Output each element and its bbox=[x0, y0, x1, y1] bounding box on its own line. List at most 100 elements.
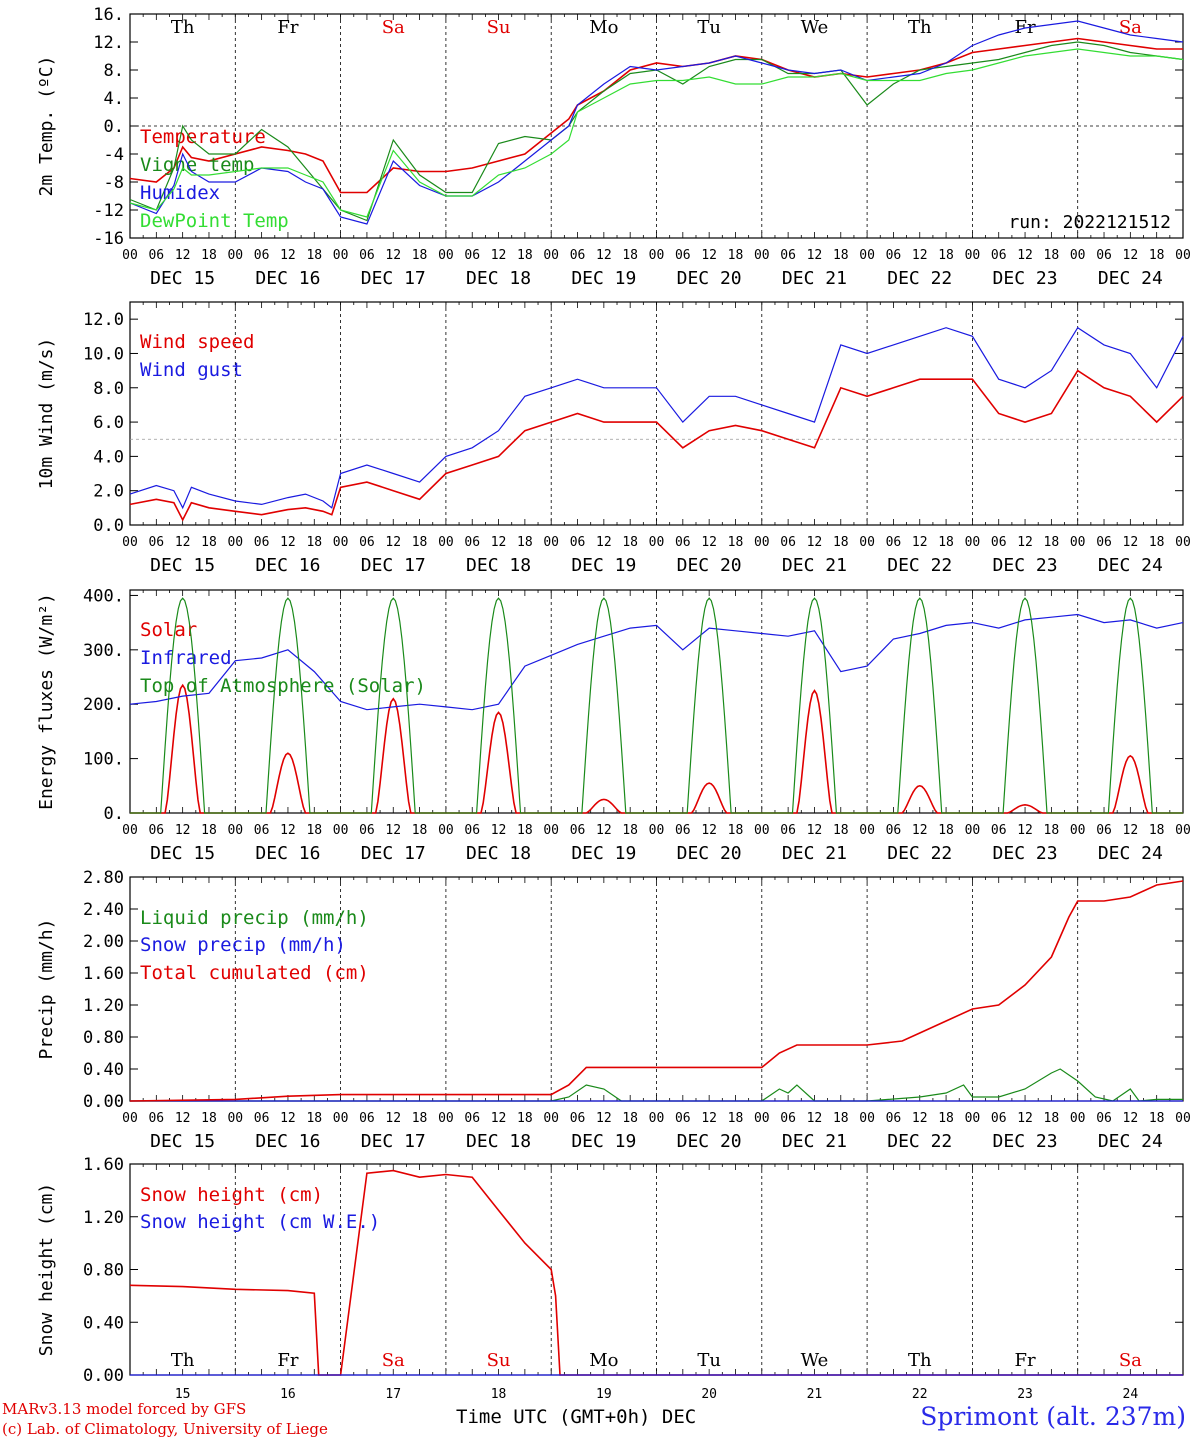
y-axis-label: 10m Wind (m/s) bbox=[36, 338, 57, 490]
date-label: DEC 24 bbox=[1098, 555, 1163, 576]
hour-tick-label: 00 bbox=[965, 1111, 981, 1126]
y-tick-label: 10.0 bbox=[83, 344, 124, 364]
hour-tick-label: 00 bbox=[227, 823, 243, 838]
hour-tick-label: 18 bbox=[201, 248, 217, 263]
date-label: DEC 17 bbox=[361, 268, 426, 289]
hour-tick-label: 18 bbox=[1044, 823, 1060, 838]
hour-tick-label: 12 bbox=[807, 535, 823, 550]
hour-tick-label: 00 bbox=[754, 1111, 770, 1126]
hour-tick-label: 06 bbox=[675, 823, 691, 838]
hour-tick-label: 06 bbox=[1096, 823, 1112, 838]
hour-tick-label: 18 bbox=[1149, 1111, 1165, 1126]
hour-tick-label: 00 bbox=[333, 1111, 349, 1126]
hour-tick-label: 00 bbox=[1175, 1111, 1191, 1126]
hour-tick-label: 00 bbox=[438, 1111, 454, 1126]
hour-tick-label: 00 bbox=[438, 535, 454, 550]
y-tick-label: 0.80 bbox=[83, 1028, 124, 1048]
hour-tick-label: 00 bbox=[754, 248, 770, 263]
weekday-label: Th bbox=[171, 17, 195, 38]
hour-tick-label: 00 bbox=[859, 1111, 875, 1126]
weekday-label: Th bbox=[908, 17, 932, 38]
legend-entry: Wind speed bbox=[140, 331, 254, 353]
hour-tick-label: 00 bbox=[543, 1111, 559, 1126]
date-label: DEC 20 bbox=[677, 1131, 742, 1152]
hour-tick-label: 00 bbox=[333, 823, 349, 838]
legend-entry: Top of Atmosphere (Solar) bbox=[140, 675, 426, 697]
hour-tick-label: 06 bbox=[780, 248, 796, 263]
y-tick-label: 100. bbox=[83, 750, 124, 770]
hour-tick-label: 06 bbox=[570, 1111, 586, 1126]
legend-entry: Wind gust bbox=[140, 359, 243, 381]
hour-tick-label: 06 bbox=[886, 535, 902, 550]
hour-tick-label: 18 bbox=[517, 535, 533, 550]
series-line-temperature-0 bbox=[129, 37, 1183, 194]
y-tick-label: 1.60 bbox=[83, 964, 124, 984]
y-tick-label: -16 bbox=[93, 229, 124, 249]
hour-tick-label: 00 bbox=[438, 248, 454, 263]
hour-tick-label: 12 bbox=[280, 248, 296, 263]
y-axis-label: 2m Temp. (ºC) bbox=[36, 56, 57, 197]
weekday-label: Sa bbox=[382, 17, 405, 38]
date-label: DEC 18 bbox=[466, 555, 531, 576]
y-tick-label: 400. bbox=[83, 586, 124, 606]
hour-tick-label: 12 bbox=[701, 535, 717, 550]
hour-tick-label: 06 bbox=[254, 535, 270, 550]
y-tick-label: 2.80 bbox=[83, 868, 124, 888]
date-label: DEC 19 bbox=[571, 268, 636, 289]
hour-tick-label: 12 bbox=[280, 823, 296, 838]
legend-entry: Total cumulated (cm) bbox=[140, 962, 369, 984]
hour-tick-label: 12 bbox=[912, 535, 928, 550]
run-annotation: run: 2022121512 bbox=[1008, 212, 1171, 233]
hour-tick-label: 00 bbox=[122, 1111, 138, 1126]
hour-tick-label: 00 bbox=[965, 823, 981, 838]
legend-entry: DewPoint Temp bbox=[140, 210, 289, 232]
y-tick-label: 0.40 bbox=[83, 1060, 124, 1080]
hour-tick-label: 18 bbox=[306, 248, 322, 263]
hour-tick-label: 18 bbox=[938, 1111, 954, 1126]
weekday-label: Mo bbox=[589, 1350, 618, 1371]
hour-tick-label: 00 bbox=[1175, 535, 1191, 550]
hour-tick-label: 06 bbox=[1096, 1111, 1112, 1126]
date-label: DEC 24 bbox=[1098, 843, 1163, 864]
hour-tick-label: 00 bbox=[1070, 1111, 1086, 1126]
hour-tick-label: 18 bbox=[517, 248, 533, 263]
hour-tick-label: 12 bbox=[596, 535, 612, 550]
day-number-label: 18 bbox=[491, 1387, 507, 1400]
date-label: DEC 22 bbox=[887, 555, 952, 576]
hour-tick-label: 12 bbox=[491, 248, 507, 263]
date-label: DEC 19 bbox=[571, 1131, 636, 1152]
hour-tick-label: 00 bbox=[122, 823, 138, 838]
hour-tick-label: 12 bbox=[1123, 1111, 1139, 1126]
hour-tick-label: 12 bbox=[912, 823, 928, 838]
hour-tick-label: 18 bbox=[728, 248, 744, 263]
hour-tick-label: 06 bbox=[886, 248, 902, 263]
hour-tick-label: 18 bbox=[622, 823, 638, 838]
y-tick-label: 8.0 bbox=[93, 379, 124, 399]
hour-tick-label: 06 bbox=[464, 535, 480, 550]
date-label: DEC 20 bbox=[677, 555, 742, 576]
y-tick-label: 0.00 bbox=[83, 1366, 124, 1386]
hour-tick-label: 12 bbox=[807, 1111, 823, 1126]
hour-tick-label: 06 bbox=[359, 823, 375, 838]
hour-tick-label: 00 bbox=[543, 248, 559, 263]
weekday-label: We bbox=[801, 1350, 829, 1371]
hour-tick-label: 06 bbox=[1096, 248, 1112, 263]
date-label: DEC 16 bbox=[255, 268, 320, 289]
hour-tick-label: 12 bbox=[385, 823, 401, 838]
date-label: DEC 15 bbox=[150, 1131, 215, 1152]
date-label: DEC 23 bbox=[993, 1131, 1058, 1152]
date-label: DEC 21 bbox=[782, 843, 847, 864]
hour-tick-label: 06 bbox=[991, 535, 1007, 550]
hour-tick-label: 18 bbox=[833, 1111, 849, 1126]
hour-tick-label: 12 bbox=[491, 1111, 507, 1126]
hour-tick-label: 00 bbox=[227, 248, 243, 263]
day-number-label: 21 bbox=[807, 1387, 823, 1400]
hour-tick-label: 18 bbox=[412, 535, 428, 550]
legend-entry: Snow height (cm W.E.) bbox=[140, 1211, 380, 1233]
hour-tick-label: 12 bbox=[385, 535, 401, 550]
location-title: Sprimont (alt. 237m) bbox=[920, 1402, 1186, 1431]
hour-tick-label: 12 bbox=[175, 823, 191, 838]
weekday-label: Sa bbox=[382, 1350, 405, 1371]
hour-tick-label: 06 bbox=[886, 1111, 902, 1126]
hour-tick-label: 06 bbox=[991, 248, 1007, 263]
